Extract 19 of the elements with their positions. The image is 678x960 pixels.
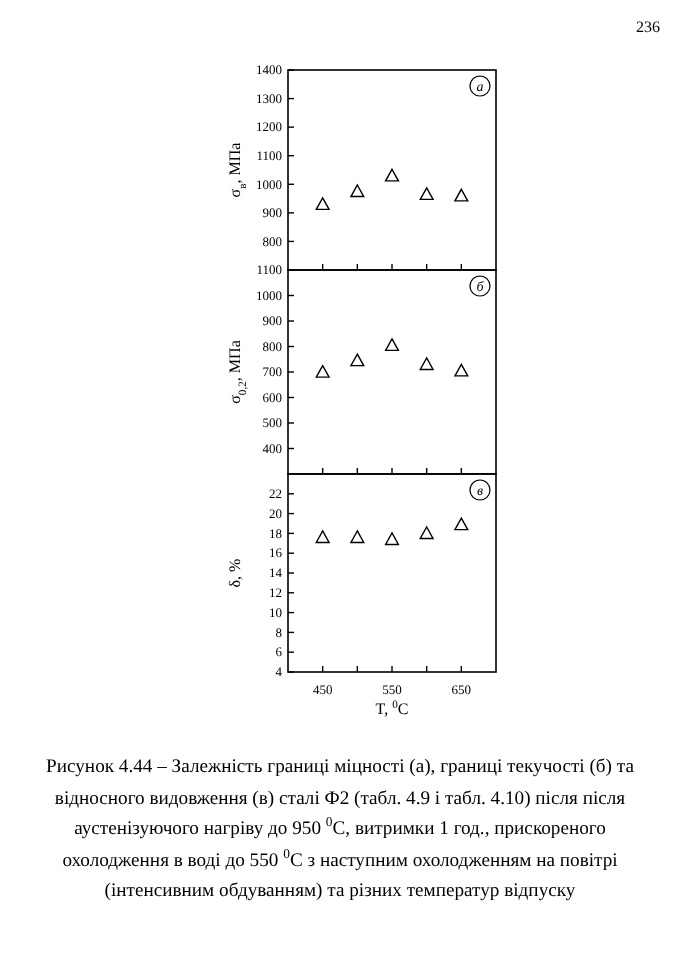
point [419,357,434,371]
point [350,353,365,367]
point [315,197,330,211]
point [454,363,469,377]
x-axis-title: T, $^{0}$C [375,700,409,718]
text: 236 [636,18,660,36]
point [419,526,434,540]
point [419,187,434,201]
point [384,532,400,546]
point [315,530,330,544]
point [350,184,365,198]
point [384,338,400,352]
point [454,188,469,202]
y-axis-title: δ, % [226,557,244,588]
point [350,530,365,544]
point [454,517,469,531]
text: Рисунок 4.44 – Залежність границі міцності (а), границі текучості (б) та відносного видовження (в) сталі Ф2 (табл. 4.9 і табл. 4.10) після після аустенізуючого нагріву до 950 $^{0}$С, витримки 1 год., прискореного охолодження в воді до 550 $^{0}$С з наступним охолодженням на повітрі (інтенсивним обдуванням) та різних температур відпуску [46,756,634,902]
point [384,168,400,182]
point [315,364,330,378]
